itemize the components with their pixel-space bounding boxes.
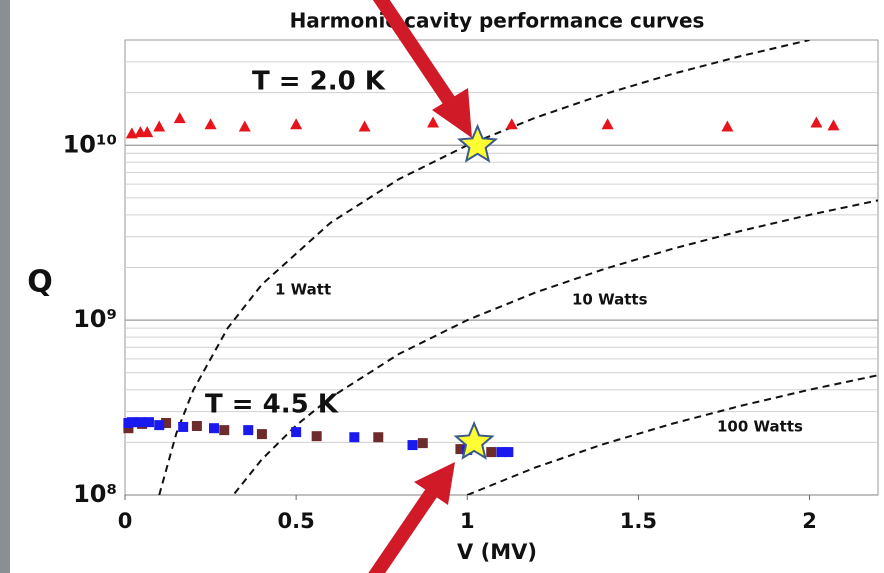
power-curve	[233, 199, 878, 495]
square-point	[349, 432, 360, 443]
star-point	[453, 420, 495, 460]
power-curve	[158, 40, 810, 495]
square-point	[208, 423, 219, 434]
x-tick-label: 0	[118, 509, 133, 533]
series-label: T = 2.0 K	[252, 67, 386, 97]
triangle-point	[810, 116, 823, 128]
star-point	[456, 123, 499, 163]
square-point	[154, 420, 165, 431]
square-point	[311, 431, 322, 442]
square-point	[407, 440, 418, 451]
triangle-point	[125, 127, 138, 139]
triangle-point	[204, 118, 217, 130]
chart-title: Harmonic cavity performance curves	[290, 9, 705, 33]
series-label: T = 4.5 K	[205, 390, 339, 420]
triangle-point	[173, 112, 186, 124]
square-point	[503, 447, 514, 458]
square-point	[486, 447, 497, 458]
triangle-point	[427, 116, 440, 128]
x-tick-label: 2	[802, 509, 817, 533]
square-point	[417, 438, 428, 449]
square-point	[373, 432, 384, 443]
triangle-point	[153, 120, 166, 132]
x-tick-label: 1	[460, 509, 475, 533]
triangle-point	[721, 120, 734, 132]
curves	[158, 40, 878, 495]
triangle-point	[505, 118, 518, 130]
square-point	[178, 421, 189, 432]
y-tick-label: 10⁸	[73, 480, 117, 508]
square-point	[123, 423, 134, 434]
square-point	[126, 417, 137, 428]
curve-label: 1 Watt	[275, 281, 331, 299]
square-point	[455, 444, 466, 455]
triangle-point	[141, 126, 154, 138]
curve-label: 100 Watts	[717, 418, 803, 436]
y-axis-label: Q	[27, 265, 53, 300]
x-tick-label: 1.5	[620, 509, 657, 533]
triangle-point	[238, 120, 251, 132]
triangle-point	[358, 120, 371, 132]
triangle-point	[290, 118, 303, 130]
y-tick-label: 10¹⁰	[63, 130, 117, 158]
arrow	[368, 462, 455, 573]
grid	[124, 61, 878, 500]
x-tick-label: 0.5	[278, 509, 315, 533]
marks	[123, 112, 840, 460]
power-curve	[466, 374, 878, 495]
triangle-point	[601, 118, 614, 130]
square-point	[256, 429, 267, 440]
square-point	[243, 425, 254, 436]
y-tick-label: 10⁹	[73, 305, 117, 333]
square-point	[161, 418, 172, 429]
square-point	[496, 447, 507, 458]
labels: 10⁸ 10⁹ 10¹⁰ 0 0.5 1 1.5 2 1 Watt 10 Watts 100 Wat…	[63, 67, 817, 534]
square-point	[291, 427, 302, 438]
triangle-point	[827, 119, 840, 131]
square-point	[143, 417, 154, 428]
photo-edge	[0, 0, 10, 573]
curve-label: 10 Watts	[572, 291, 648, 309]
x-axis-label: V (MV)	[457, 540, 537, 564]
square-point	[219, 425, 230, 436]
arrow	[372, 0, 472, 138]
square-point	[135, 417, 146, 428]
square-point	[191, 421, 202, 432]
